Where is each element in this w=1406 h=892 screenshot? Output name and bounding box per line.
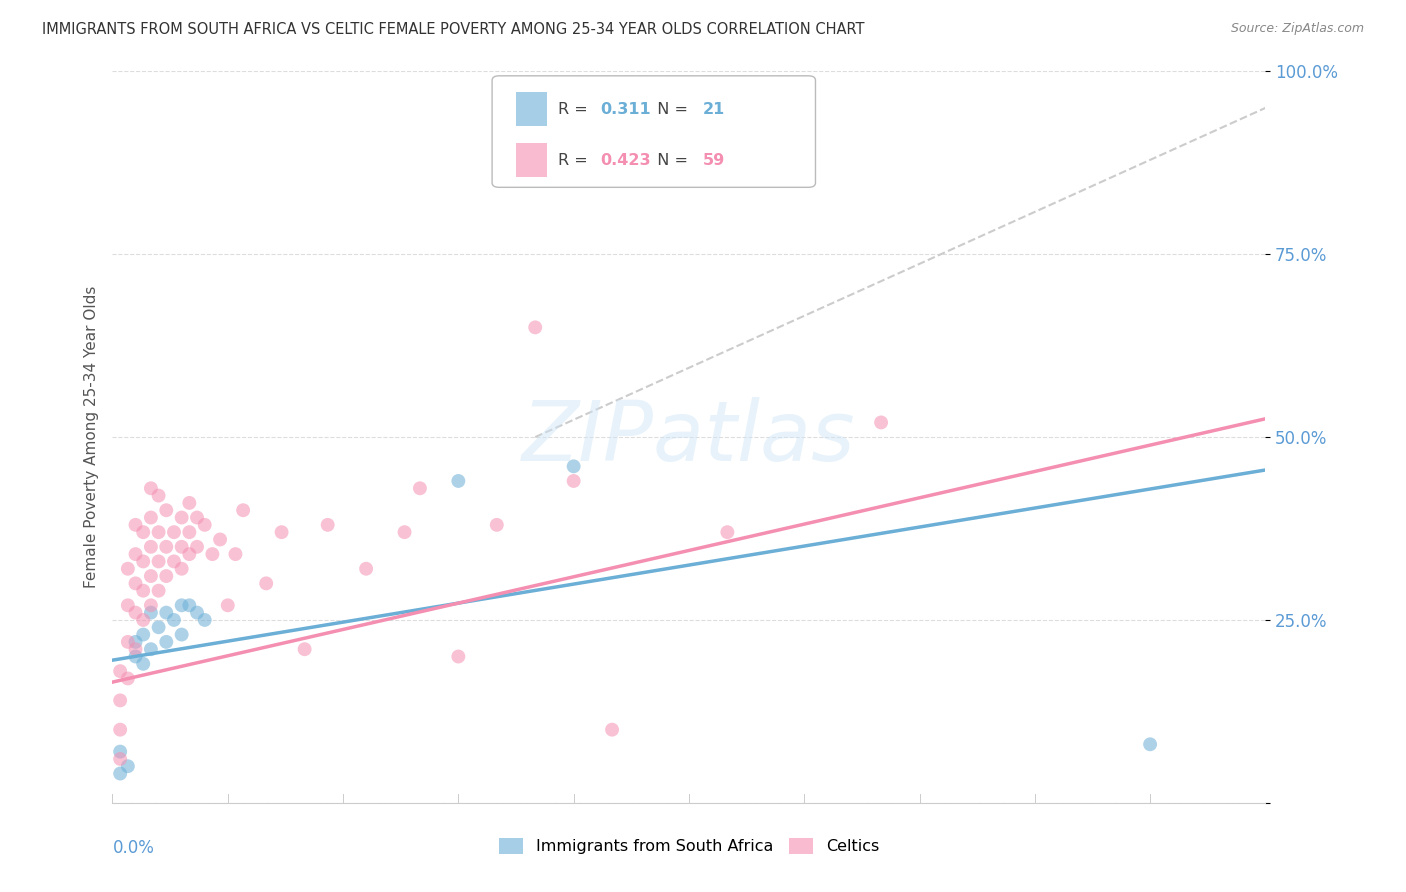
Point — [139, 642, 162, 657]
Point — [124, 576, 146, 591]
Point — [562, 474, 585, 488]
Point — [186, 606, 208, 620]
Point — [179, 496, 201, 510]
Point — [132, 583, 155, 598]
Point — [716, 525, 738, 540]
Point — [232, 503, 254, 517]
Point — [524, 320, 547, 334]
Point — [108, 723, 131, 737]
Text: Source: ZipAtlas.com: Source: ZipAtlas.com — [1230, 22, 1364, 36]
Point — [485, 517, 508, 532]
Point — [201, 547, 224, 561]
Point — [124, 642, 146, 657]
Point — [600, 723, 623, 737]
Point — [108, 693, 131, 707]
Point — [155, 606, 177, 620]
Text: ZIPatlas: ZIPatlas — [522, 397, 856, 477]
Point — [316, 517, 339, 532]
Point — [117, 759, 139, 773]
Point — [124, 517, 146, 532]
Text: 0.0%: 0.0% — [112, 839, 155, 857]
Point — [117, 562, 139, 576]
Point — [117, 672, 139, 686]
Point — [132, 554, 155, 568]
Point — [148, 583, 170, 598]
Point — [354, 562, 377, 576]
Point — [117, 635, 139, 649]
Point — [155, 635, 177, 649]
Text: 0.423: 0.423 — [600, 153, 651, 168]
Point — [170, 562, 193, 576]
Point — [148, 489, 170, 503]
Point — [124, 635, 146, 649]
Point — [194, 613, 217, 627]
Point — [148, 554, 170, 568]
Point — [124, 547, 146, 561]
Point — [224, 547, 246, 561]
Text: 21: 21 — [703, 102, 725, 117]
Point — [139, 599, 162, 613]
Point — [163, 613, 186, 627]
Point — [108, 745, 131, 759]
Point — [1139, 737, 1161, 751]
Point — [209, 533, 232, 547]
Point — [148, 620, 170, 634]
Point — [132, 657, 155, 671]
Point — [155, 503, 177, 517]
Point — [117, 599, 139, 613]
Point — [139, 606, 162, 620]
Text: IMMIGRANTS FROM SOUTH AFRICA VS CELTIC FEMALE POVERTY AMONG 25-34 YEAR OLDS CORR: IMMIGRANTS FROM SOUTH AFRICA VS CELTIC F… — [42, 22, 865, 37]
Point — [132, 627, 155, 641]
Point — [179, 525, 201, 540]
Text: N =: N = — [647, 102, 693, 117]
Point — [108, 766, 131, 780]
Point — [409, 481, 432, 495]
Point — [870, 416, 893, 430]
Point — [447, 649, 470, 664]
Point — [148, 525, 170, 540]
Text: R =: R = — [558, 153, 593, 168]
Point — [139, 510, 162, 524]
Point — [270, 525, 292, 540]
Point — [170, 510, 193, 524]
Point — [155, 569, 177, 583]
Point — [132, 613, 155, 627]
Point — [155, 540, 177, 554]
Point — [562, 459, 585, 474]
Point — [447, 474, 470, 488]
Point — [194, 517, 217, 532]
Point — [186, 540, 208, 554]
Legend: Immigrants from South Africa, Celtics: Immigrants from South Africa, Celtics — [492, 831, 886, 861]
Point — [132, 525, 155, 540]
Point — [108, 664, 131, 678]
Point — [217, 599, 239, 613]
Point — [170, 627, 193, 641]
Text: N =: N = — [647, 153, 693, 168]
Text: 59: 59 — [703, 153, 725, 168]
Point — [294, 642, 316, 657]
Point — [170, 599, 193, 613]
Point — [139, 540, 162, 554]
Point — [108, 752, 131, 766]
Point — [179, 599, 201, 613]
Point — [186, 510, 208, 524]
Text: 0.311: 0.311 — [600, 102, 651, 117]
Point — [179, 547, 201, 561]
Point — [139, 569, 162, 583]
Point — [124, 649, 146, 664]
Point — [124, 606, 146, 620]
Text: R =: R = — [558, 102, 593, 117]
Point — [139, 481, 162, 495]
Y-axis label: Female Poverty Among 25-34 Year Olds: Female Poverty Among 25-34 Year Olds — [83, 286, 98, 588]
Point — [170, 540, 193, 554]
Point — [163, 525, 186, 540]
Point — [254, 576, 277, 591]
Point — [163, 554, 186, 568]
Point — [394, 525, 416, 540]
